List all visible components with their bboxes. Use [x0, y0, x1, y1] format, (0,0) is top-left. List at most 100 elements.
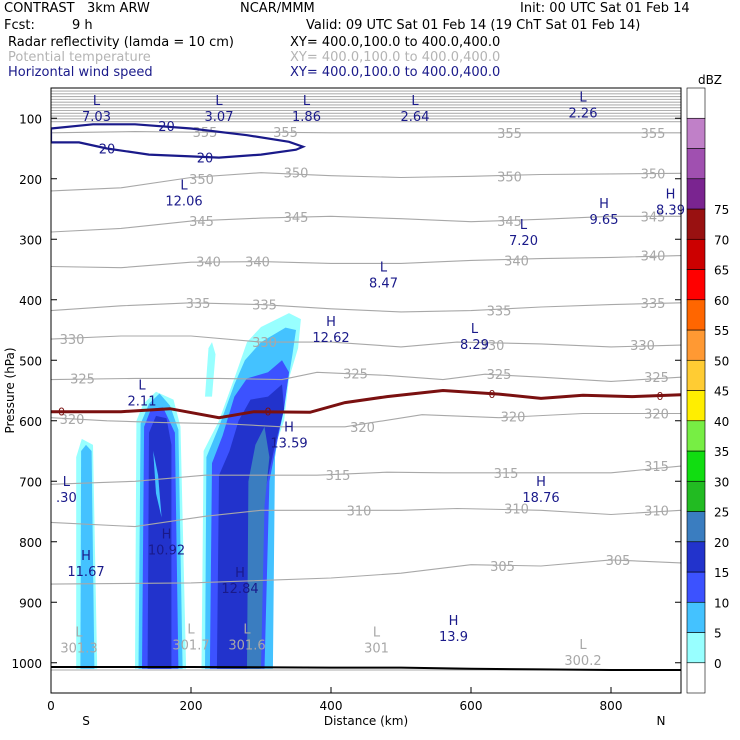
init-time: Init: 00 UTC Sat 01 Feb 14: [520, 1, 690, 16]
theta-extremum-value: 301.3: [60, 642, 97, 657]
theta-contour-label: 325: [487, 368, 512, 383]
theta-contour-label: 350: [284, 167, 309, 182]
theta-contour-340: [51, 255, 681, 269]
theta-contour-label: 320: [644, 407, 669, 422]
theta-contour-label: 305: [606, 554, 631, 569]
colorbar-swatch: [686, 117, 706, 149]
theta-extremum-marker: L: [243, 623, 251, 638]
wind-extremum-value: 12.06: [165, 195, 202, 210]
theta-contour-label: 355: [497, 127, 522, 142]
wind-extremum-marker: L: [215, 94, 223, 109]
wind-extremum-marker: L: [63, 475, 71, 490]
colorbar-swatch: [686, 420, 706, 452]
y-tick-label: 300: [19, 233, 42, 247]
theta-contour-355: [51, 131, 681, 134]
colorbar-tick-label: 10: [714, 596, 729, 610]
reflectivity-area-5dbz: [205, 342, 216, 397]
colorbar-swatch: [686, 87, 706, 119]
wind-extremum-marker: L: [138, 378, 146, 393]
field-xy-reflectivity: XY= 400.0,100.0 to 400.0,400.0: [290, 35, 501, 50]
colorbar-swatch: [686, 299, 706, 331]
colorbar-swatch: [686, 329, 706, 361]
wind-extremum-value: 18.76: [522, 491, 559, 506]
colorbar-swatch: [686, 662, 706, 694]
x-end-label-south: S: [82, 714, 90, 728]
colorbar-tick-label: 15: [714, 566, 729, 580]
wind-extremum-value: 2.11: [128, 394, 157, 409]
forecast-hour: 9 h: [72, 18, 93, 33]
plot-frame: [50, 87, 682, 694]
terrain-line: [51, 666, 681, 671]
theta-contour-label: 320: [60, 413, 85, 428]
freezing-level-label: 0: [265, 406, 272, 419]
theta-extremum-marker: L: [579, 638, 587, 653]
colorbar-swatch: [686, 359, 706, 391]
wind-extremum-value: 1.86: [292, 110, 321, 125]
valid-time: Valid: 09 UTC Sat 01 Feb 14 (19 ChT Sat …: [306, 18, 641, 33]
x-tick-label: 600: [460, 699, 483, 713]
theta-contour-320: [51, 412, 681, 428]
theta-contour-label: 350: [497, 170, 522, 185]
field-label-theta: Potential temperature: [8, 50, 151, 65]
x-tick-label: 0: [47, 699, 55, 713]
wind-extremum-marker: L: [520, 218, 528, 233]
colorbar-swatch: [686, 208, 706, 240]
field-xy-theta: XY= 400.0,100.0 to 400.0,400.0: [290, 50, 501, 65]
wind-extremum-marker: H: [235, 566, 245, 581]
wind-extremum-value: 7.03: [82, 110, 111, 125]
theta-contour-label: 355: [193, 126, 218, 141]
reflectivity-area-20dbz: [216, 384, 285, 669]
colorbar-tick-label: 25: [714, 506, 729, 520]
wind-extremum-value: 10.92: [148, 544, 185, 559]
colorbar-swatch: [686, 571, 706, 603]
theta-contour-label: 355: [273, 126, 298, 141]
theta-extremum-value: 301.6: [228, 639, 265, 654]
y-tick-label: 1000: [11, 657, 42, 671]
colorbar-title: dBZ: [698, 73, 722, 87]
reflectivity-area-20dbz: [147, 415, 172, 669]
y-tick-label: 100: [19, 112, 42, 126]
wind-extremum-value: 8.47: [369, 276, 398, 291]
theta-contour-label: 350: [641, 167, 666, 182]
x-tick-label: 800: [600, 699, 623, 713]
wind-extremum-value: 13.9: [439, 630, 468, 645]
y-tick-label: 600: [19, 415, 42, 429]
wind-extremum-marker: L: [579, 90, 587, 105]
forecast-label: Fcst:: [4, 18, 35, 33]
field-xy-wind: XY= 400.0,100.0 to 400.0,400.0: [290, 65, 501, 80]
theta-contour-label: 330: [252, 336, 277, 351]
reflectivity-area-5dbz: [201, 313, 301, 669]
colorbar-tick-label: 40: [714, 415, 729, 429]
theta-contour-label: 350: [189, 173, 214, 188]
theta-contour-label: 325: [644, 371, 669, 386]
y-tick-label: 400: [19, 294, 42, 308]
theta-contour-label: 320: [350, 421, 375, 436]
freezing-level-line: [51, 388, 681, 420]
reflectivity-area-15dbz: [142, 407, 179, 669]
theta-contour-label: 325: [343, 368, 368, 383]
field-label-wind: Horizontal wind speed: [8, 65, 153, 80]
theta-contour-label: 315: [494, 467, 519, 482]
theta-contour-315: [51, 465, 681, 485]
colorbar-swatch: [686, 390, 706, 422]
wind-extremum-value: 2.26: [569, 106, 598, 121]
wind-extremum-value: 2.64: [401, 110, 430, 125]
freezing-level-label: 0: [489, 388, 496, 401]
theta-contour-350: [51, 172, 681, 192]
colorbar-swatch: [686, 269, 706, 301]
colorbar-swatch: [686, 601, 706, 633]
theta-contour-label: 355: [641, 127, 666, 142]
freezing-level-label: 0: [657, 390, 664, 403]
theta-contour-label: 325: [70, 372, 95, 387]
reflectivity-area-10dbz: [205, 327, 296, 669]
wind-extremum-marker: H: [599, 197, 609, 212]
colorbar-tick-label: 60: [714, 294, 729, 308]
theta-contour-325: [51, 371, 681, 382]
wind-extremum-marker: H: [536, 475, 546, 490]
theta-extremum-marker: L: [187, 623, 195, 638]
theta-contour-305: [51, 559, 681, 585]
theta-contour-label: 330: [60, 333, 85, 348]
theta-extremum-marker: L: [373, 626, 381, 641]
colorbar-swatch: [686, 511, 706, 543]
y-tick-label: 200: [19, 173, 42, 187]
